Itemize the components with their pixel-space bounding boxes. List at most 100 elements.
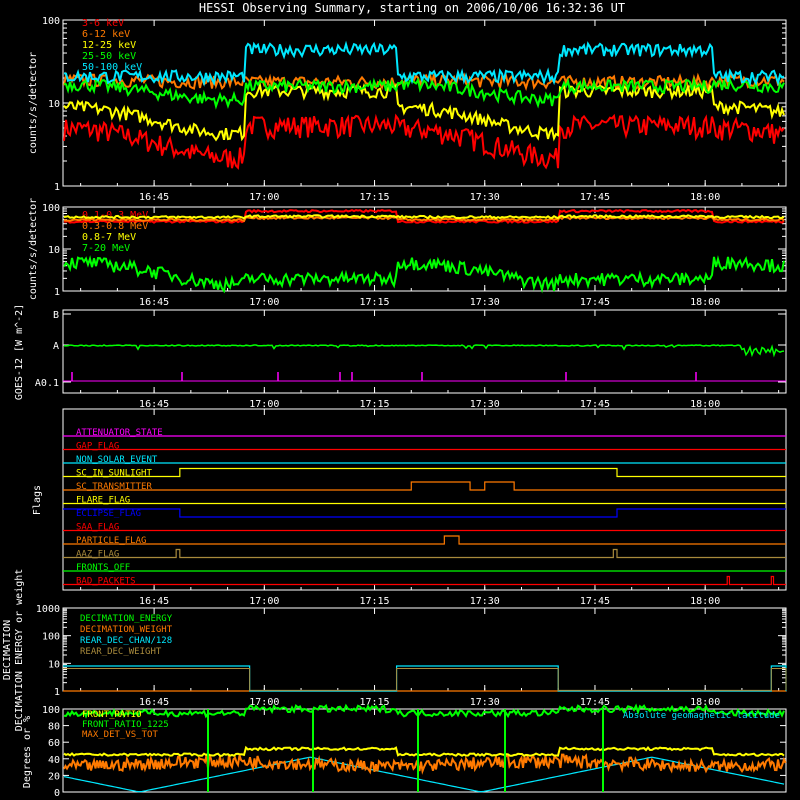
panel4-flag-label-3: NON_SOLAR_EVENT <box>76 455 158 465</box>
panel6-ytick-label: 40 <box>48 755 60 766</box>
panel4-xtick-label: 18:00 <box>690 596 720 607</box>
panel4-flag-label-1: ATTENUATOR_STATE <box>76 428 163 438</box>
panel5-ytick-label: 1000 <box>36 604 60 615</box>
panel1-ytick-label: 100 <box>42 16 60 27</box>
panel2-ytick-label: 1 <box>54 287 60 298</box>
panel5-legend-3: REAR_DEC_CHAN/128 <box>80 636 172 646</box>
panel2-xtick-label: 17:45 <box>580 297 610 308</box>
panel6-ytick-label: 20 <box>48 771 60 782</box>
panel6-legend-2: FRONT_RATIO_1225 <box>82 720 169 730</box>
panel6-ytick-label: 0 <box>54 788 60 799</box>
panel6-frame <box>62 708 787 793</box>
panel4-flag-label-4: SC_IN_SUNLIGHT <box>76 469 152 479</box>
panel5-legend-1: DECIMATION_ENERGY <box>80 614 173 624</box>
panel5-xtick-label: 17:15 <box>359 697 389 708</box>
panel4-flag-trace-7 <box>63 508 786 518</box>
panel6-series-front-ratio <box>63 745 785 758</box>
panel5-xtick-label: 17:00 <box>249 697 279 708</box>
panel2-ytick-label: 10 <box>48 245 60 256</box>
panel5-ytick-label: 10 <box>48 659 60 670</box>
panel2-legend-4: 7-20 MeV <box>82 243 130 254</box>
panel2-series-1 <box>64 208 785 224</box>
panel4-xtick-label: 17:00 <box>249 596 279 607</box>
panel5-xtick-label: 16:45 <box>139 697 169 708</box>
panel4-flag-label-2: GAP_FLAG <box>76 442 119 452</box>
panel4-flag-label-12: BAD_PACKETS <box>76 577 136 587</box>
panel2-xtick-label: 17:00 <box>249 297 279 308</box>
panel3-ytick-label: B <box>53 310 59 321</box>
panel3-series-goes-long <box>63 344 785 358</box>
panel1-legend-1: 3-6 keV <box>82 18 124 29</box>
panel5-ylabel-line2: DECIMATION ENERGY or weight <box>14 569 25 732</box>
panel6-legend-1: FRONT_RATIO <box>82 710 142 720</box>
panel5-series-rear-dec-chan <box>63 665 787 692</box>
panel1-ytick-label: 1 <box>54 182 60 193</box>
panel2-xtick-label: 17:30 <box>470 297 500 308</box>
panel2-legend-1: 0.1-0.3 MeV <box>82 210 148 221</box>
panel4-flag-trace-9 <box>63 535 786 545</box>
panel1-legend-3: 12-25 keV <box>82 40 136 51</box>
panel1-xtick-label: 18:00 <box>690 192 720 203</box>
panel1-xtick-label: 17:45 <box>580 192 610 203</box>
panel2-xtick-label: 18:00 <box>690 297 720 308</box>
panel2-series-4 <box>63 255 785 294</box>
panel3-ylabel: GOES-12 [W m^-2] <box>14 304 25 400</box>
panel3-frame <box>62 309 787 394</box>
panel4-flag-label-6: FLARE_FLAG <box>76 496 130 506</box>
panel6-ytick-label: 60 <box>48 738 60 749</box>
panel5-xtick-label: 17:45 <box>580 697 610 708</box>
panel2-xtick-label: 17:15 <box>359 297 389 308</box>
panel1-legend-4: 25-50 keV <box>82 51 136 62</box>
panel2-series-3 <box>63 213 785 220</box>
panel5-legend-2: DECIMATION_WEIGHT <box>80 625 173 635</box>
panel4-xtick-label: 17:30 <box>470 596 500 607</box>
panel6-series-front-ratio-1225 <box>63 703 785 719</box>
panel6-legend-3: MAX_DET_VS_TOT <box>82 730 158 740</box>
panel3-xtick-label: 17:00 <box>249 399 279 410</box>
panel6-ytick-label: 100 <box>42 705 60 716</box>
panel2-legend-2: 0.3-0.8 MeV <box>82 221 148 232</box>
panel2-legend-3: 0.8-7 MeV <box>82 232 136 243</box>
panel4-flag-label-7: ECLIPSE_FLAG <box>76 509 141 519</box>
panel5-legend-4: REAR_DEC_WEIGHT <box>80 647 162 657</box>
panel3-xtick-label: 17:45 <box>580 399 610 410</box>
panel6-annotation: Absolute geomagnetic latitude <box>623 711 780 721</box>
panel4-flag-label-9: PARTICLE_FLAG <box>76 536 146 546</box>
panel1-xtick-label: 16:45 <box>139 192 169 203</box>
panel1-legend-5: 50-100 keV <box>82 62 142 73</box>
panel2-series-2 <box>63 215 785 223</box>
panel5-ytick-label: 100 <box>42 632 60 643</box>
panel3-xtick-label: 17:15 <box>359 399 389 410</box>
panel1-legend-2: 6-12 keV <box>82 29 130 40</box>
panel1-frame <box>62 19 787 187</box>
panel3-xtick-label: 17:30 <box>470 399 500 410</box>
panel4-frame <box>62 408 787 591</box>
chart-title: HESSI Observing Summary, starting on 200… <box>199 1 625 15</box>
panel4-ylabel: Flags <box>32 485 43 515</box>
panel4-flag-label-11: FRONTS_OFF <box>76 563 130 573</box>
panel1-xtick-label: 17:00 <box>249 192 279 203</box>
panel5-xtick-label: 17:30 <box>470 697 500 708</box>
panel2-ytick-label: 100 <box>42 203 60 214</box>
panel1-series-4 <box>63 75 785 110</box>
panel5-xtick-label: 18:00 <box>690 697 720 708</box>
panel5-ytick-label: 1 <box>54 687 60 698</box>
panel3-ytick-label: A <box>53 341 59 352</box>
panel4-flag-trace-12 <box>63 575 786 586</box>
panel1-series-5 <box>63 40 785 87</box>
panel4-xtick-label: 17:15 <box>359 596 389 607</box>
panel4-flag-trace-10 <box>63 548 786 559</box>
panel3-xtick-label: 18:00 <box>690 399 720 410</box>
panel5-series-rear-dec-weight <box>63 668 787 691</box>
panel4-flag-trace-4 <box>63 467 786 478</box>
panel6-series-geomag-latitude <box>63 756 785 793</box>
panel1-series-1 <box>63 113 785 170</box>
panel4-flag-label-5: SC_TRANSMITTER <box>76 482 152 492</box>
panel4-flag-label-10: AAZ_FLAG <box>76 550 119 560</box>
panel3-xtick-label: 16:45 <box>139 399 169 410</box>
panel2-ylabel: counts/s/detector <box>28 198 39 300</box>
panel6-ylabel: Degrees or % <box>22 716 33 788</box>
panel6-ytick-label: 80 <box>48 722 60 733</box>
